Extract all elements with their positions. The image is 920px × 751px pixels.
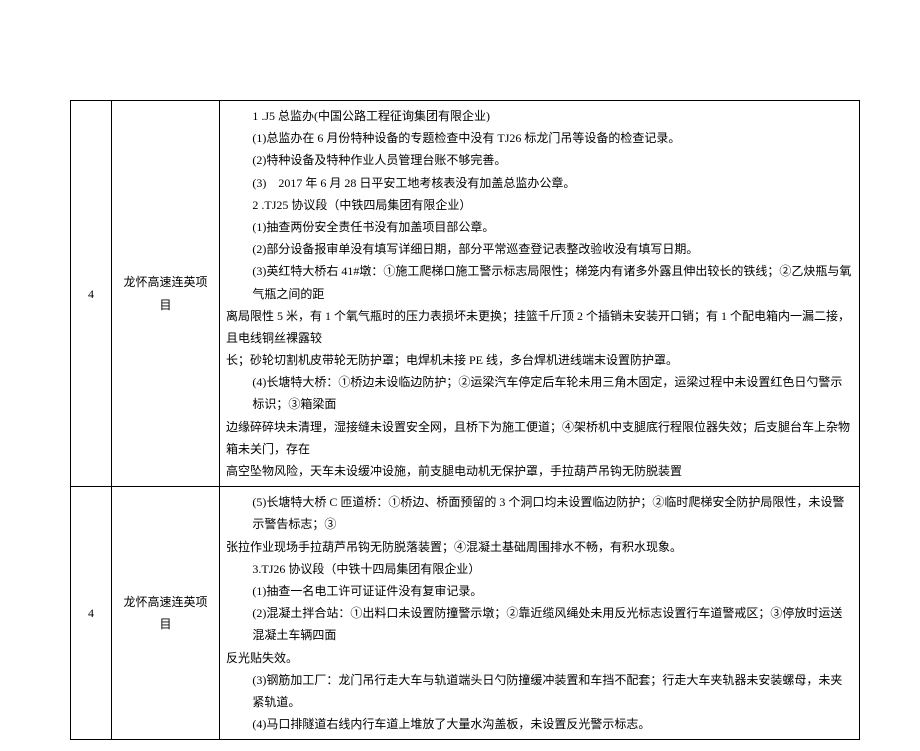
findings-cell: 1 .J5 总监办(中国公路工程征询集团有限企业)(1)总监办在 6 月份特种设… [220,101,860,487]
row-index: 4 [71,487,112,740]
inspection-table: 4龙怀高速连英项目1 .J5 总监办(中国公路工程征询集团有限企业)(1)总监办… [70,100,860,740]
finding-line: (5)长塘特大桥 C 匝道桥：①桥边、桥面预留的 3 个洞口均未设置临边防护；②… [226,491,853,535]
finding-line: (3)钢筋加工厂：龙门吊行走大车与轨道端头日勺防撞缓冲装置和车挡不配套；行走大车… [226,669,853,713]
project-name: 龙怀高速连英项目 [112,101,220,487]
finding-line: (3) 2017 年 6 月 28 日平安工地考核表没有加盖总监办公章。 [226,172,853,194]
project-name: 龙怀高速连英项目 [112,487,220,740]
finding-line: 3.TJ26 协议段（中铁十四局集团有限企业） [226,558,853,580]
finding-line: 离局限性 5 米，有 1 个氧气瓶时的压力表损坏未更换；挂篮千斤顶 2 个插销未… [226,305,853,349]
finding-line: (2)部分设备报审单没有填写详细日期，部分平常巡查登记表整改验收没有填写日期。 [226,238,853,260]
finding-line: (4)马口排隧道右线内行车道上堆放了大量水沟盖板，未设置反光警示标志。 [226,713,853,735]
finding-line: (2)混凝土拌合站：①出料口未设置防撞警示墩；②靠近缆风绳处未用反光标志设置行车… [226,602,853,646]
finding-line: (2)特种设备及特种作业人员管理台账不够完善。 [226,149,853,171]
finding-line: 张拉作业现场手拉葫芦吊钩无防脱落装置；④混凝土基础周围排水不畅，有积水现象。 [226,536,853,558]
finding-line: 高空坠物风险，天车未设缓冲设施，前支腿电动机无保护罩，手拉葫芦吊钩无防脱装置 [226,460,853,482]
finding-line: (1)总监办在 6 月份特种设备的专题检查中没有 TJ26 标龙门吊等设备的检查… [226,127,853,149]
finding-line: 反光贴失效。 [226,647,853,669]
finding-line: (3)英红特大桥右 41#墩：①施工爬梯口施工警示标志局限性；梯笼内有诸多外露且… [226,260,853,304]
finding-line: (4)长塘特大桥：①桥边未设临边防护；②运梁汽车停定后车轮未用三角木固定，运梁过… [226,371,853,415]
page: 4龙怀高速连英项目1 .J5 总监办(中国公路工程征询集团有限企业)(1)总监办… [0,100,920,751]
finding-line: 边缘碎碎块未清理，湿接缝未设置安全网，且桥下为施工便道；④架桥机中支腿底行程限位… [226,416,853,460]
finding-line: (1)抽查一名电工许可证证件没有复审记录。 [226,580,853,602]
finding-line: 长；砂轮切割机皮带轮无防护罩；电焊机未接 PE 线，多台焊机进线端末设置防护罩。 [226,349,853,371]
finding-line: 1 .J5 总监办(中国公路工程征询集团有限企业) [226,105,853,127]
finding-line: 2 .TJ25 协议段（中铁四局集团有限企业） [226,194,853,216]
table-row: 4龙怀高速连英项目(5)长塘特大桥 C 匝道桥：①桥边、桥面预留的 3 个洞口均… [71,487,860,740]
findings-cell: (5)长塘特大桥 C 匝道桥：①桥边、桥面预留的 3 个洞口均未设置临边防护；②… [220,487,860,740]
row-index: 4 [71,101,112,487]
finding-line: (1)抽查两份安全责任书没有加盖项目部公章。 [226,216,853,238]
table-row: 4龙怀高速连英项目1 .J5 总监办(中国公路工程征询集团有限企业)(1)总监办… [71,101,860,487]
